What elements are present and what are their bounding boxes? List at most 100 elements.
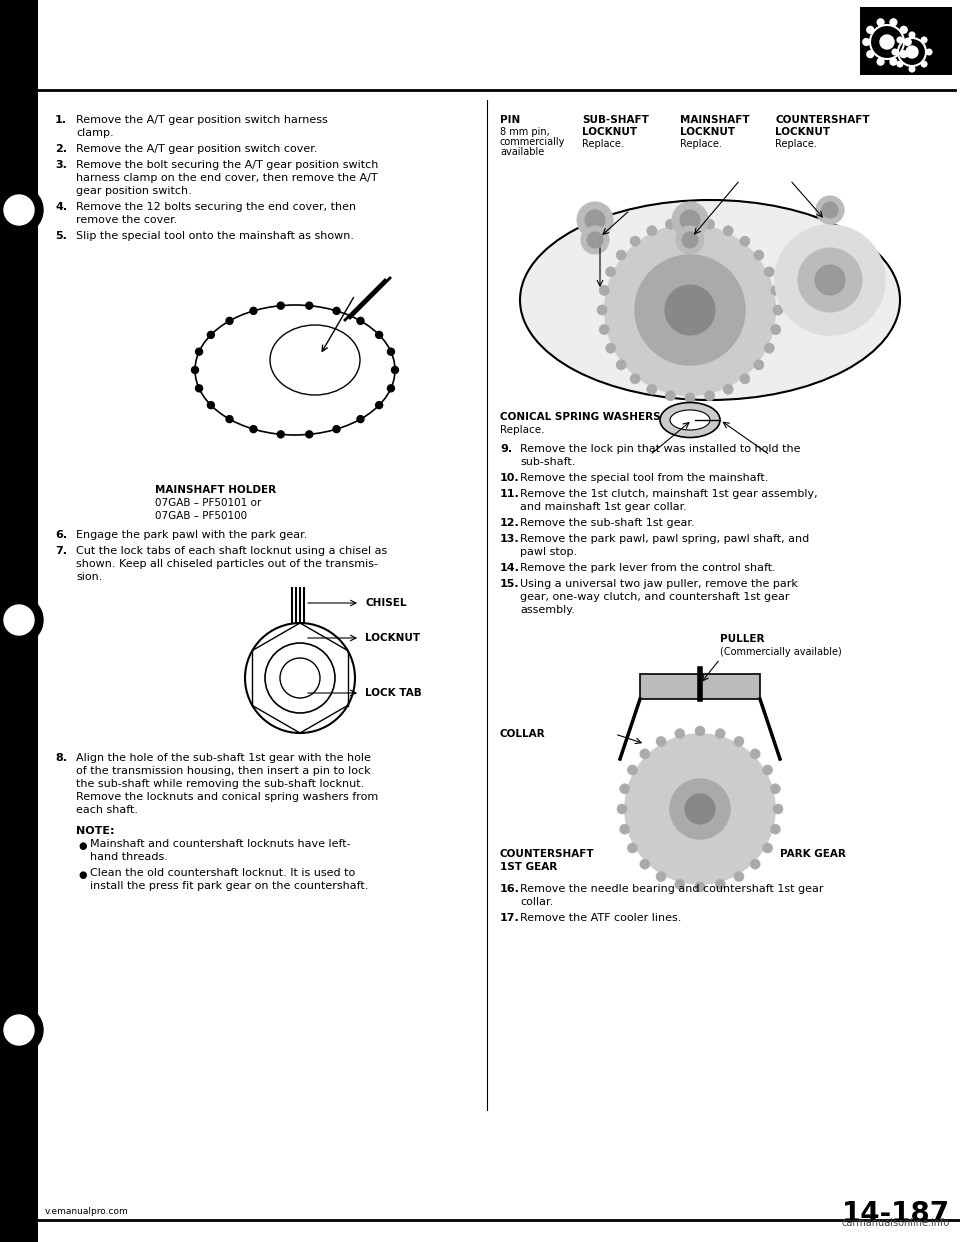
Text: and mainshaft 1st gear collar.: and mainshaft 1st gear collar. (520, 502, 686, 512)
Text: LOCKNUT: LOCKNUT (775, 127, 830, 137)
Circle shape (581, 226, 609, 255)
Text: 8.: 8. (55, 753, 67, 763)
Circle shape (640, 859, 650, 869)
Text: 14-187: 14-187 (842, 1200, 950, 1228)
Text: 07GAB – PF50101 or: 07GAB – PF50101 or (155, 498, 261, 508)
Circle shape (388, 385, 395, 391)
Circle shape (670, 779, 730, 840)
Text: 4.: 4. (55, 202, 67, 212)
Circle shape (892, 50, 898, 55)
Circle shape (599, 286, 610, 296)
Text: Replace.: Replace. (680, 139, 722, 149)
Circle shape (685, 794, 715, 823)
Text: 7.: 7. (55, 546, 67, 556)
Text: Align the hole of the sub-shaft 1st gear with the hole: Align the hole of the sub-shaft 1st gear… (76, 753, 371, 763)
Circle shape (4, 195, 34, 225)
Text: 9.: 9. (500, 443, 512, 455)
Text: LOCKNUT: LOCKNUT (365, 633, 420, 643)
Text: remove the cover.: remove the cover. (76, 215, 178, 225)
Circle shape (922, 37, 926, 42)
Text: gear position switch.: gear position switch. (76, 186, 192, 196)
Circle shape (715, 729, 725, 739)
Circle shape (656, 737, 666, 746)
Circle shape (597, 306, 607, 315)
Text: 07GAB – PF50100: 07GAB – PF50100 (155, 510, 247, 520)
Text: hand threads.: hand threads. (90, 852, 168, 862)
Circle shape (606, 343, 615, 353)
Text: Remove the park pawl, pawl spring, pawl shaft, and: Remove the park pawl, pawl spring, pawl … (520, 534, 809, 544)
Circle shape (599, 324, 610, 334)
Circle shape (715, 879, 725, 889)
Circle shape (305, 431, 313, 438)
Circle shape (226, 416, 233, 422)
Text: commercially: commercially (500, 137, 565, 147)
Text: Remove the bolt securing the A/T gear position switch: Remove the bolt securing the A/T gear po… (76, 160, 378, 170)
Circle shape (685, 217, 695, 227)
Circle shape (863, 39, 870, 46)
Ellipse shape (670, 410, 710, 430)
Text: 6.: 6. (55, 530, 67, 540)
Text: PIN: PIN (500, 116, 520, 125)
Text: v.emanualpro.com: v.emanualpro.com (45, 1207, 129, 1216)
Text: carmanualsonline.info: carmanualsonline.info (842, 1218, 950, 1228)
Text: ●: ● (78, 869, 86, 881)
Circle shape (815, 265, 845, 296)
Circle shape (375, 401, 383, 409)
Circle shape (333, 307, 340, 314)
Text: 15.: 15. (500, 579, 519, 589)
Text: gear, one-way clutch, and countershaft 1st gear: gear, one-way clutch, and countershaft 1… (520, 592, 789, 602)
Circle shape (922, 61, 926, 67)
Circle shape (890, 58, 897, 65)
Circle shape (250, 307, 257, 314)
Bar (640, 674, 760, 699)
Text: of the transmission housing, then insert a pin to lock: of the transmission housing, then insert… (76, 766, 371, 776)
Circle shape (628, 765, 637, 775)
Circle shape (585, 210, 605, 230)
Circle shape (277, 302, 284, 309)
Circle shape (640, 749, 650, 759)
Circle shape (740, 236, 750, 246)
Circle shape (196, 348, 203, 355)
Circle shape (647, 384, 657, 394)
Circle shape (676, 226, 704, 255)
Circle shape (775, 225, 885, 335)
Circle shape (357, 416, 364, 422)
Bar (860, 7, 952, 75)
Text: CONICAL SPRING WASHERS: CONICAL SPRING WASHERS (500, 412, 660, 422)
Circle shape (665, 284, 715, 335)
Text: Remove the sub-shaft 1st gear.: Remove the sub-shaft 1st gear. (520, 518, 695, 528)
Text: PULLER: PULLER (720, 633, 764, 645)
Circle shape (656, 872, 666, 882)
Circle shape (723, 384, 733, 394)
Circle shape (680, 210, 700, 230)
Circle shape (771, 286, 780, 296)
Circle shape (672, 202, 708, 238)
Circle shape (762, 843, 773, 853)
Circle shape (734, 737, 744, 746)
Text: CHISEL: CHISEL (365, 597, 406, 609)
Text: COLLAR: COLLAR (500, 729, 545, 739)
Text: harness clamp on the end cover, then remove the A/T: harness clamp on the end cover, then rem… (76, 173, 377, 183)
Text: Using a universal two jaw puller, remove the park: Using a universal two jaw puller, remove… (520, 579, 798, 589)
Text: sion.: sion. (76, 573, 103, 582)
Text: shown. Keep all chiseled particles out of the transmis-: shown. Keep all chiseled particles out o… (76, 559, 378, 569)
Circle shape (867, 26, 874, 34)
Circle shape (605, 225, 775, 395)
Circle shape (675, 879, 684, 889)
Text: 14.: 14. (500, 563, 520, 573)
Ellipse shape (660, 402, 720, 437)
Circle shape (723, 226, 733, 236)
Circle shape (685, 392, 695, 402)
Circle shape (898, 37, 902, 42)
Circle shape (191, 366, 199, 374)
Circle shape (770, 825, 780, 835)
Circle shape (898, 61, 902, 67)
Circle shape (0, 186, 43, 233)
Text: 17.: 17. (500, 913, 519, 923)
Text: Remove the lock pin that was installed to hold the: Remove the lock pin that was installed t… (520, 443, 801, 455)
Text: COUNTERSHAFT: COUNTERSHAFT (500, 850, 594, 859)
Text: Remove the 12 bolts securing the end cover, then: Remove the 12 bolts securing the end cov… (76, 202, 356, 212)
Ellipse shape (520, 200, 900, 400)
Text: 11.: 11. (500, 489, 519, 499)
Text: Remove the A/T gear position switch harness: Remove the A/T gear position switch harn… (76, 116, 327, 125)
